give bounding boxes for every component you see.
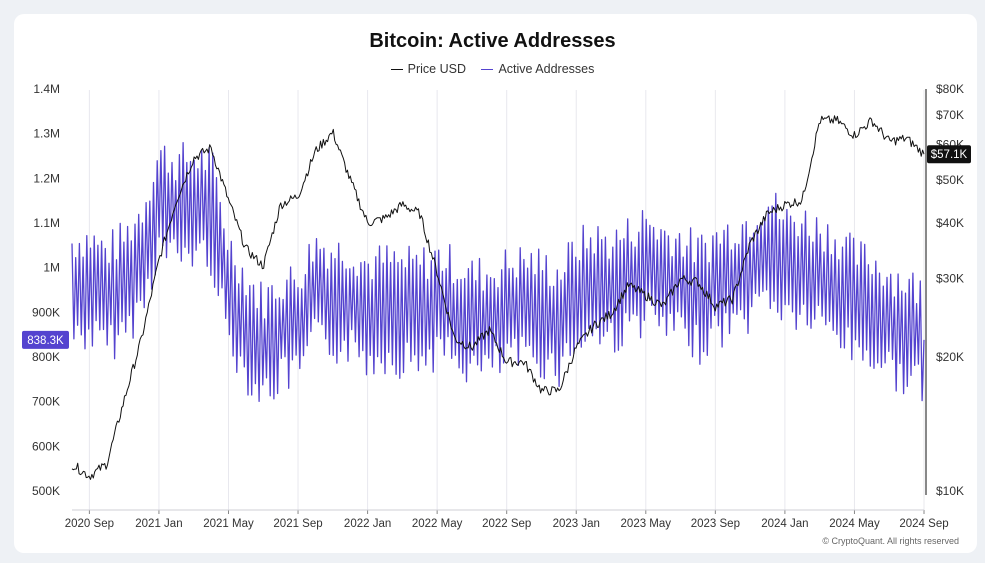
legend-label-price: Price USD — [407, 62, 466, 77]
y-left-tick-label: 1.4M — [33, 82, 60, 96]
left-current-value-label: 838.3K — [27, 335, 64, 347]
watermark: © CryptoQuant. All rights reserved — [822, 536, 959, 546]
x-tick-label: 2023 May — [621, 518, 672, 530]
x-tick-label: 2024 May — [829, 518, 880, 530]
y-right-tick-label: $70K — [936, 108, 964, 122]
legend-item-active[interactable]: Active Addresses — [481, 62, 594, 76]
series-price-usd-line — [71, 115, 925, 480]
y-right-tick-label: $80K — [936, 82, 964, 96]
x-tick-label: 2021 May — [203, 518, 254, 530]
legend-swatch-price — [390, 68, 403, 70]
x-tick-label: 2021 Sep — [273, 518, 322, 530]
y-right-tick-label: $50K — [936, 173, 964, 187]
y-right-tick-label: $40K — [936, 216, 964, 230]
x-tick-label: 2020 Sep — [65, 518, 114, 530]
y-left-tick-label: 1.3M — [33, 127, 60, 141]
y-left-tick-label: 1M — [43, 261, 60, 275]
y-right-tick-label: $20K — [936, 350, 964, 364]
x-tick-label: 2022 Jan — [344, 518, 391, 530]
y-right-tick-label: $30K — [936, 272, 964, 286]
x-tick-label: 2024 Sep — [899, 518, 948, 530]
chart-card — [14, 14, 977, 553]
y-left-tick-label: 900K — [32, 305, 60, 319]
y-left-tick-label: 600K — [32, 439, 60, 453]
y-right-tick-label: $10K — [936, 484, 964, 498]
chart-legend: Price USD Active Addresses — [0, 59, 985, 76]
x-tick-label: 2022 May — [412, 518, 463, 530]
x-tick-label: 2023 Jan — [553, 518, 600, 530]
y-left-tick-label: 1.2M — [33, 171, 60, 185]
y-left-tick-label: 500K — [32, 484, 60, 498]
legend-label-active: Active Addresses — [498, 62, 595, 77]
left-current-value-badge — [22, 330, 69, 349]
x-tick-label: 2021 Jan — [135, 518, 182, 530]
x-tick-label: 2022 Sep — [482, 518, 531, 530]
x-tick-label: 2024 Jan — [761, 518, 808, 530]
legend-swatch-active — [481, 68, 494, 70]
y-left-tick-label: 800K — [32, 350, 60, 364]
right-current-value-badge — [927, 145, 971, 164]
x-tick-label: 2023 Sep — [691, 518, 740, 530]
legend-item-price[interactable]: Price USD — [390, 62, 466, 77]
chart-title: Bitcoin: Active Addresses — [369, 30, 616, 52]
series-active-addresses-line — [71, 142, 925, 403]
y-left-tick-label: 700K — [32, 395, 60, 409]
y-left-tick-label: 1.1M — [33, 216, 60, 230]
right-current-value-label: $57.1K — [931, 149, 968, 161]
